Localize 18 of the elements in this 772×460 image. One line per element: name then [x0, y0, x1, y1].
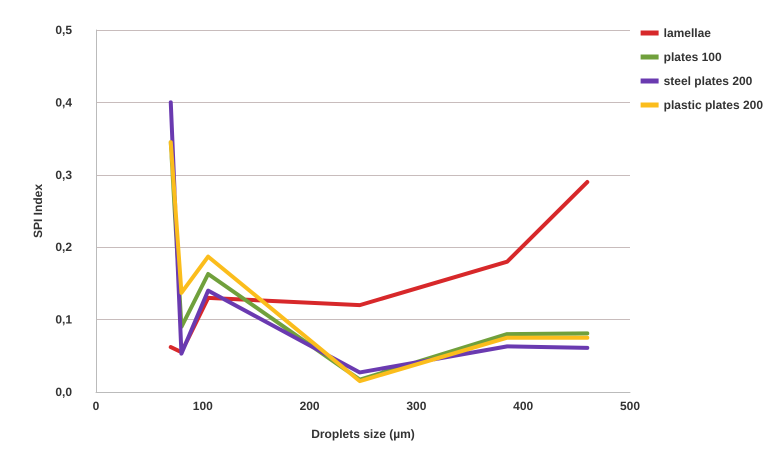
x-tick-label: 200: [300, 399, 320, 413]
x-tick-label: 100: [192, 399, 214, 413]
y-tick-label: 0,3: [55, 168, 72, 182]
legend-label: steel plates 200: [664, 74, 753, 88]
y-axis-title: SPI Index: [31, 184, 45, 238]
x-tick-label: 500: [620, 399, 640, 413]
legend-label: lamellae: [664, 26, 712, 40]
y-tick-label: 0,2: [55, 240, 72, 254]
y-tick-label: 0,4: [55, 95, 72, 110]
legend-label: plates 100: [664, 50, 722, 64]
x-tick-label: 300: [406, 399, 427, 413]
y-tick-label: 0,1: [55, 312, 72, 327]
x-axis-title: Droplets size (µm): [311, 427, 415, 441]
y-tick-label: 0,5: [55, 23, 72, 37]
y-tick-label: 0,0: [55, 385, 72, 399]
x-tick-label: 0: [92, 399, 100, 413]
legend-label: plastic plates 200: [664, 98, 764, 112]
x-tick-label: 400: [513, 399, 534, 413]
